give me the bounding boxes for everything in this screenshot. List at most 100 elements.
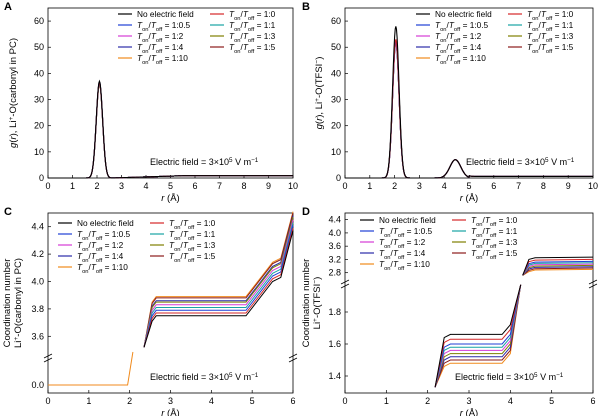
y-tick-label: 1.8: [328, 307, 341, 317]
y-tick-label: 50: [34, 42, 44, 52]
x-tick-label: 6: [590, 396, 595, 406]
legend-label: No electric field: [435, 9, 492, 19]
legend-label: Ton/Toff = 1:4: [379, 248, 426, 261]
y-tick-label: 50: [331, 42, 341, 52]
x-tick-label: 5: [168, 181, 173, 191]
panel-label: D: [302, 206, 310, 218]
legend-label: Ton/Toff = 1:3: [471, 237, 518, 250]
legend-label: No electric field: [137, 9, 194, 19]
y-tick-label: 4.4: [328, 215, 341, 225]
legend-label: Ton/Toff = 1:10: [379, 259, 430, 272]
y-tick-label: 10: [34, 147, 44, 157]
legend-label: Ton/Toff = 1:1: [527, 20, 574, 33]
legend: [58, 222, 164, 268]
legend-label: Ton/Toff = 1:3: [169, 240, 216, 253]
x-tick-label: 7: [217, 181, 222, 191]
y-axis-label: Coordination number: [2, 259, 13, 348]
series-line: [143, 225, 294, 348]
legend: [118, 13, 224, 59]
panel-label: A: [4, 1, 12, 13]
x-tick-label: 8: [241, 181, 246, 191]
x-axis-label: r (Å): [460, 408, 478, 416]
legend-label: Ton/Toff = 1:5: [471, 248, 518, 261]
series-line: [522, 268, 594, 276]
legend-label: Ton/Toff = 1:0: [527, 9, 574, 22]
field-annotation: Electric field = 3×105 V m−1: [150, 372, 259, 383]
series-line: [434, 284, 522, 388]
legend-label: Ton/Toff = 1:3: [229, 31, 276, 44]
x-tick-label: 3: [417, 181, 422, 191]
legend-label: Ton/Toff = 1:5: [229, 42, 276, 55]
y-tick-label: 60: [34, 16, 44, 26]
legend-label: Ton/Toff = 1:10: [77, 262, 128, 275]
y-tick-label: 30: [331, 95, 341, 105]
legend-label: No electric field: [379, 215, 436, 225]
x-tick-label: 6: [290, 396, 295, 406]
legend-label: Ton/Toff = 1:0.5: [77, 229, 131, 242]
y-tick-label: 0: [39, 173, 44, 183]
x-tick-label: 1: [70, 181, 75, 191]
y-axis-label: Li+-O(TFSI−): [312, 277, 324, 330]
legend-label: Ton/Toff = 1:0.5: [435, 20, 489, 33]
y-axis-label: g(r), Li+-O(TFSI−): [314, 57, 326, 130]
legend-label: Ton/Toff = 1:2: [379, 237, 426, 250]
y-tick-label: 0: [336, 173, 341, 183]
x-tick-label: 4: [143, 181, 148, 191]
series-line: [434, 284, 522, 388]
axis-break: [288, 353, 298, 363]
legend-label: Ton/Toff = 1:2: [137, 31, 184, 44]
x-tick-label: 6: [491, 181, 496, 191]
x-tick-label: 0: [342, 181, 347, 191]
y-tick-label: 4.0: [328, 228, 341, 238]
y-tick-label: 20: [331, 121, 341, 131]
legend-label: Ton/Toff = 1:5: [169, 251, 216, 264]
y-tick-label: 30: [34, 95, 44, 105]
x-tick-label: 3: [168, 396, 173, 406]
x-tick-label: 5: [549, 396, 554, 406]
legend-label: Ton/Toff = 1:1: [229, 20, 276, 33]
y-tick-label: 4.0: [31, 277, 44, 287]
legend-label: Ton/Toff = 1:4: [435, 42, 482, 55]
y-tick-label: 3.2: [328, 254, 341, 264]
axis-break: [588, 279, 598, 289]
field-annotation: Electric field = 3×105 V m−1: [150, 157, 259, 168]
x-axis-label: r (Å): [460, 193, 478, 204]
series-line: [48, 351, 134, 386]
legend-label: Ton/Toff = 1:0: [169, 218, 216, 231]
x-tick-label: 2: [94, 181, 99, 191]
x-tick-label: 9: [266, 181, 271, 191]
legend: [416, 13, 522, 59]
legend: [360, 219, 466, 265]
legend-label: Ton/Toff = 1:10: [435, 53, 486, 66]
series-line: [143, 212, 294, 348]
x-tick-label: 1: [384, 396, 389, 406]
legend-label: Ton/Toff = 1:2: [435, 31, 482, 44]
x-tick-label: 6: [192, 181, 197, 191]
axis-break: [43, 353, 53, 363]
x-tick-label: 7: [516, 181, 521, 191]
series-line: [522, 256, 594, 276]
field-annotation: Electric field = 3×105 V m−1: [455, 372, 564, 383]
panel-label: B: [302, 1, 310, 13]
x-tick-label: 9: [566, 181, 571, 191]
y-tick-label: 2.8: [328, 268, 341, 278]
legend-label: Ton/Toff = 1:0: [471, 215, 518, 228]
x-tick-label: 2: [392, 181, 397, 191]
y-tick-label: 40: [331, 68, 341, 78]
legend-label: Ton/Toff = 1:0.5: [379, 226, 433, 239]
y-axis-label: g(r), Li+-O(carbonyl in PC): [8, 38, 20, 148]
y-axis-label: Li+-O(carbonyl in PC): [13, 258, 25, 348]
series-line: [143, 222, 294, 348]
x-tick-label: 1: [86, 396, 91, 406]
legend-label: Ton/Toff = 1:5: [527, 42, 574, 55]
y-tick-label: 20: [34, 121, 44, 131]
legend-label: Ton/Toff = 1:1: [169, 229, 216, 242]
y-tick-label: 4.4: [31, 222, 44, 232]
y-tick-label: 3.6: [328, 241, 341, 251]
y-tick-label: 10: [331, 147, 341, 157]
x-tick-label: 3: [466, 396, 471, 406]
legend-label: Ton/Toff = 1:4: [77, 251, 124, 264]
legend-label: Ton/Toff = 1:3: [527, 31, 574, 44]
x-tick-label: 2: [127, 396, 132, 406]
